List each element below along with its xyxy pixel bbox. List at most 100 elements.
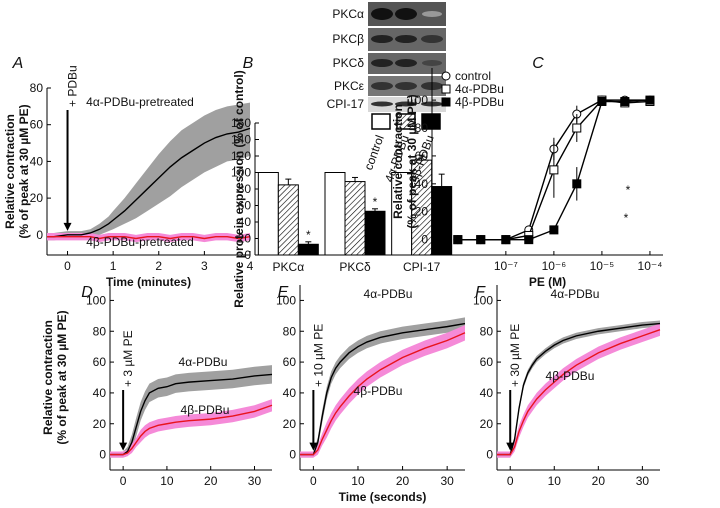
stimulus-label: + 10 µM PE xyxy=(311,324,325,387)
legend-marker xyxy=(441,97,451,107)
x-tick-label: 20 xyxy=(204,474,218,488)
y-tick-label: 0 xyxy=(486,448,493,462)
series-label: 4α-PDBu xyxy=(364,287,413,301)
x-tick-label: 20 xyxy=(396,474,410,488)
bar xyxy=(344,181,366,256)
y-axis-label: (% of peak at 30 µM PE) xyxy=(405,94,419,228)
panel-letter: C xyxy=(532,55,544,72)
y-tick-label: 60 xyxy=(93,355,107,369)
y-tick-label: 60 xyxy=(480,355,494,369)
y-tick-label: 20 xyxy=(415,205,429,219)
bar xyxy=(431,186,453,256)
y-tick-label: 80 xyxy=(415,121,429,135)
y-tick-label: 0 xyxy=(36,228,43,242)
y-tick-label: 60 xyxy=(30,118,44,132)
bar xyxy=(297,243,319,256)
x-tick-label: 10⁻⁷ xyxy=(494,259,518,273)
bar xyxy=(277,184,299,256)
y-axis-label: Relative protein expression (% of contro… xyxy=(232,70,246,307)
error-band xyxy=(497,323,660,458)
marker xyxy=(597,96,607,106)
x-tick-label: 10 xyxy=(351,474,365,488)
y-tick-label: 20 xyxy=(480,417,494,431)
legend-swatch xyxy=(421,113,441,130)
y-tick-label: 0 xyxy=(421,233,428,247)
blot-label: PKCε xyxy=(334,79,365,93)
y-tick-label: 120 xyxy=(231,149,251,163)
bar xyxy=(364,210,386,256)
x-tick-label: 10⁻⁶ xyxy=(542,259,567,273)
stimulus-label: + 3 µM PE xyxy=(121,330,135,387)
x-axis-label: PE (M) xyxy=(529,275,566,289)
marker xyxy=(572,179,582,189)
legend-label: control xyxy=(455,69,491,83)
stimulus-label: + PDBu xyxy=(66,65,80,107)
y-tick-label: 20 xyxy=(93,417,107,431)
error-band xyxy=(47,232,250,243)
series-label: 4β-PDBu xyxy=(354,384,403,398)
y-tick-label: 140 xyxy=(231,133,251,147)
line xyxy=(300,322,466,456)
line xyxy=(47,235,251,240)
arrow-head xyxy=(63,222,72,231)
y-tick-label: 100 xyxy=(408,93,428,107)
y-tick-label: 40 xyxy=(480,386,494,400)
y-tick-label: 40 xyxy=(30,154,44,168)
series-label: 4α-PDBu xyxy=(551,287,600,301)
western-blot xyxy=(368,2,446,112)
blot-label: PKCδ xyxy=(333,56,365,70)
x-tick-label: 10 xyxy=(160,474,174,488)
blot-label: CPI-17 xyxy=(327,97,365,111)
y-tick-label: 100 xyxy=(276,293,296,307)
y-axis-label: (% of peak at 30 µM PE) xyxy=(55,310,69,444)
x-tick-label: 2 xyxy=(155,259,162,273)
y-tick-label: 0 xyxy=(99,448,106,462)
legend-swatch xyxy=(396,113,416,130)
y-axis-label: Relative contraction xyxy=(41,320,55,435)
y-tick-label: 20 xyxy=(30,191,44,205)
x-tick-label: 10 xyxy=(548,474,562,488)
series-label: 4β-PDBu-pretreated xyxy=(86,235,194,249)
x-tick-label: PKCδ xyxy=(339,260,371,274)
panel-letter: E xyxy=(278,284,289,301)
blot-label: PKCβ xyxy=(332,32,364,46)
arrow-head xyxy=(119,442,128,451)
marker xyxy=(524,235,534,245)
series-label: 4α-PDBu-pretreated xyxy=(86,95,194,109)
series-label: 4α-PDBu xyxy=(179,355,228,369)
x-tick-label: 1 xyxy=(110,259,117,273)
x-tick-label: 3 xyxy=(201,259,208,273)
y-tick-label: 80 xyxy=(283,324,297,338)
x-axis-label: Time (minutes) xyxy=(106,275,191,289)
y-axis-label: Relative contraction xyxy=(3,114,17,229)
y-axis-label: Relative contraction xyxy=(391,104,405,219)
blot-label: PKCα xyxy=(332,7,364,21)
x-axis-label: Time (seconds) xyxy=(339,490,427,504)
y-tick-label: 100 xyxy=(231,166,251,180)
y-tick-label: 60 xyxy=(238,199,252,213)
panel-letter: A xyxy=(12,55,24,72)
line xyxy=(300,332,466,456)
x-tick-label: 20 xyxy=(592,474,606,488)
x-tick-label: 10⁻⁵ xyxy=(590,259,615,273)
significance: * xyxy=(373,195,378,209)
y-tick-label: 160 xyxy=(231,116,251,130)
y-tick-label: 100 xyxy=(473,293,493,307)
panel-letter: B xyxy=(243,55,254,72)
marker xyxy=(501,235,511,245)
x-tick-label: 30 xyxy=(248,474,262,488)
marker xyxy=(572,123,582,133)
line xyxy=(110,373,273,456)
error-band xyxy=(110,365,272,458)
legend-marker xyxy=(441,71,451,81)
marker xyxy=(476,235,486,245)
line xyxy=(497,329,661,456)
y-tick-label: 100 xyxy=(86,293,106,307)
arrow-head xyxy=(506,442,515,451)
legend-label: 4β-PDBu xyxy=(455,95,504,109)
significance: * xyxy=(626,183,631,197)
line xyxy=(110,404,273,456)
x-tick-label: PKCα xyxy=(273,260,305,274)
legend-label: control xyxy=(361,133,386,172)
